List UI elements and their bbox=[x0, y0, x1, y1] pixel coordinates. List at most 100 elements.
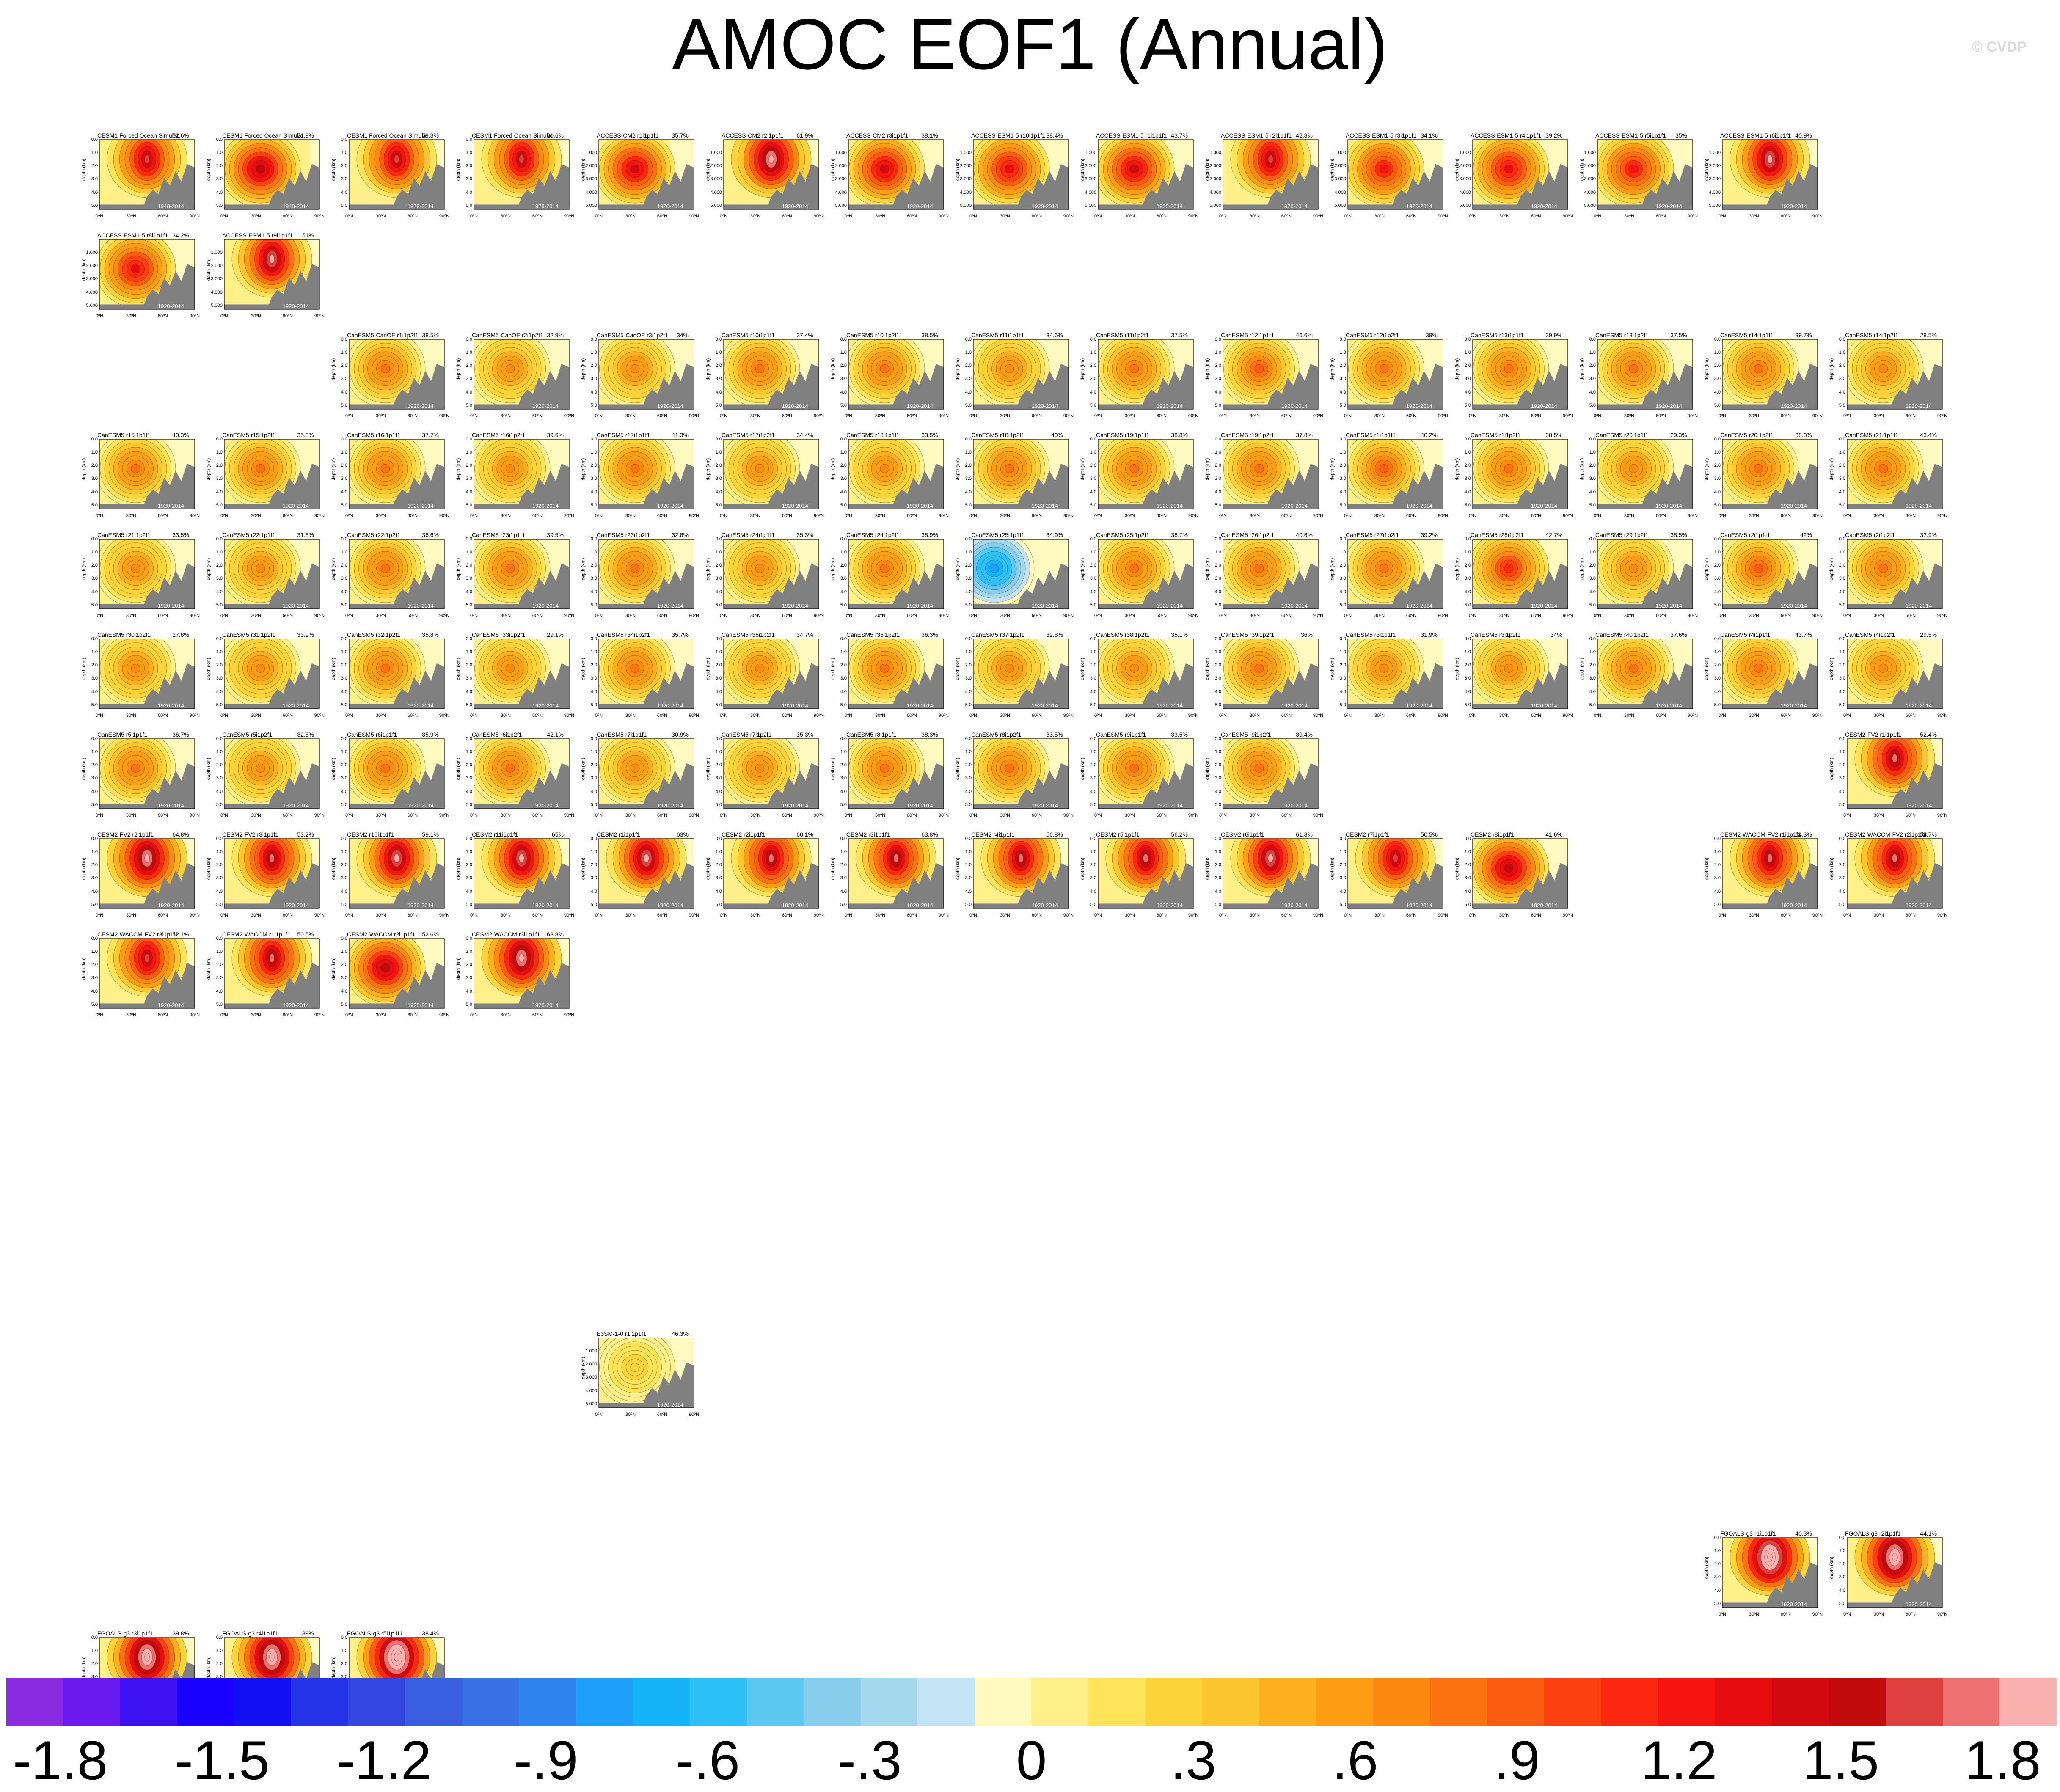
panel-ytick: 1.0 bbox=[584, 650, 597, 655]
panel-plot bbox=[1079, 333, 1204, 435]
panel-period: 1920-2014 bbox=[1781, 204, 1807, 209]
panel-xtick: 90ºN bbox=[561, 1013, 578, 1018]
panel-xtick: 30ºN bbox=[1371, 913, 1388, 918]
panel-ytick: 5.0 bbox=[1209, 403, 1221, 408]
panel-title: ACCESS-ESM1-5 r9i1p1f1 bbox=[222, 232, 303, 239]
panel-ytick: 1.0 bbox=[1708, 550, 1721, 555]
panel-ytick: 2.0 bbox=[959, 862, 972, 867]
panel-ytick: 0.0 bbox=[210, 636, 223, 641]
panel-ytick: 4.0 bbox=[834, 589, 847, 595]
panel-xtick: 90ºN bbox=[436, 713, 453, 718]
panel-ytick: 3.0 bbox=[959, 476, 972, 481]
panel-variance-pct: 40.3% bbox=[1795, 1530, 1812, 1537]
panel-period: 1920-2014 bbox=[907, 803, 933, 809]
panel-ytick: 2.0 bbox=[1084, 762, 1096, 768]
panel-xtick: 30ºN bbox=[1246, 413, 1263, 418]
contour-level bbox=[381, 664, 390, 672]
panel-xtick: 0ºN bbox=[840, 513, 857, 518]
panel-title: CanESM5 r12i1p1f1 bbox=[1221, 332, 1301, 339]
panel-ytick: 3.0 bbox=[584, 476, 597, 481]
panel-plot bbox=[1204, 433, 1329, 534]
panel-xtick: 90ºN bbox=[1185, 413, 1202, 418]
panel-xtick: 0ºN bbox=[1589, 214, 1606, 219]
panel-xtick: 60ºN bbox=[404, 713, 421, 718]
panel-ytick: 2.0 bbox=[1084, 663, 1096, 668]
panel-variance-pct: 39.2% bbox=[1421, 531, 1438, 538]
contour-level bbox=[381, 464, 390, 473]
panel-variance-pct: 42% bbox=[1800, 531, 1812, 538]
panel-plot bbox=[1828, 832, 1953, 934]
panel-xtick: 30ºN bbox=[1496, 413, 1513, 418]
panel-title: CanESM5 r16i1p2f1 bbox=[472, 432, 552, 438]
panel-xtick: 60ºN bbox=[404, 913, 421, 918]
panel-variance-pct: 39.4% bbox=[1296, 731, 1313, 738]
panel-xtick: 30ºN bbox=[872, 413, 889, 418]
panel-ytick: 1.0 bbox=[709, 350, 722, 355]
colorbar-segment bbox=[917, 1678, 975, 1726]
colorbar-tick-label: -1.8 bbox=[0, 1729, 124, 1792]
panel-title: ACCESS-ESM1-5 r10i1p1f1 bbox=[971, 132, 1052, 139]
panel-xtick: 60ºN bbox=[779, 513, 796, 518]
panel-xtick: 30ºN bbox=[1496, 913, 1513, 918]
panel-plot bbox=[829, 832, 954, 934]
panel-xtick: 90ºN bbox=[810, 513, 827, 518]
contour-level bbox=[1879, 464, 1888, 473]
panel-period: 1920-2014 bbox=[1281, 803, 1308, 809]
panel-variance-pct: 39.6% bbox=[547, 432, 564, 438]
contour-level bbox=[131, 564, 140, 573]
panel-ytick: 3.0 bbox=[1708, 875, 1721, 881]
panel-xtick: 0ºN bbox=[91, 214, 108, 219]
panel-period: 1920-2014 bbox=[657, 703, 683, 709]
panel-ytick: 4.0 bbox=[460, 789, 472, 794]
panel-ytick: 3.000 bbox=[1708, 176, 1721, 182]
panel-title: FGOALS-g3 r4i1p1f1 bbox=[222, 1630, 303, 1637]
panel-plot bbox=[1329, 533, 1454, 634]
panel-xtick: 0ºN bbox=[590, 214, 607, 219]
panel-ytick: 0.0 bbox=[85, 437, 98, 442]
panel-period: 1920-2014 bbox=[1032, 403, 1058, 409]
panel-variance-pct: 35.8% bbox=[422, 631, 439, 638]
panel-xtick: 60ºN bbox=[1153, 913, 1170, 918]
panel-ytick: 4.0 bbox=[1084, 390, 1096, 395]
panel-ytick: 3.0 bbox=[335, 376, 347, 381]
panel-plot bbox=[1828, 433, 1953, 534]
panel-period: 1920-2014 bbox=[158, 603, 184, 609]
panel-plot bbox=[1329, 433, 1454, 534]
panel-xtick: 30ºN bbox=[1621, 713, 1638, 718]
panel-xtick: 60ºN bbox=[1153, 613, 1170, 618]
contour-level bbox=[1393, 854, 1398, 862]
panel-ytick: 0.0 bbox=[959, 836, 972, 841]
panel-xtick: 30ºN bbox=[872, 913, 889, 918]
panel-ytick: 1.0 bbox=[959, 849, 972, 854]
panel-ytick: 5.000 bbox=[709, 203, 722, 208]
panel-xtick: 30ºN bbox=[622, 1412, 639, 1417]
panel-variance-pct: 38.9% bbox=[921, 531, 938, 538]
panel-plot bbox=[330, 832, 455, 934]
panel-ytick: 4.0 bbox=[1583, 390, 1596, 395]
panel-xtick: 90ºN bbox=[1559, 613, 1576, 618]
colorbar-segment bbox=[633, 1678, 690, 1726]
panel-period: 1920-2014 bbox=[1906, 1602, 1932, 1608]
panel-ytick: 5.0 bbox=[1583, 702, 1596, 707]
panel-period: 1920-2014 bbox=[657, 603, 683, 609]
contour-level bbox=[1130, 764, 1139, 772]
panel-ytick: 4.0 bbox=[460, 989, 472, 994]
panel-xtick: 30ºN bbox=[1870, 813, 1887, 818]
panel-ytick: 4.0 bbox=[834, 390, 847, 395]
panel-ytick: 5.0 bbox=[959, 403, 972, 408]
panel-ytick: 0.0 bbox=[1833, 437, 1845, 442]
panel-xtick: 60ºN bbox=[529, 413, 546, 418]
panel-ytick: 0.0 bbox=[85, 736, 98, 741]
panel-ytick: 3.0 bbox=[1333, 376, 1346, 381]
panel-plot bbox=[1454, 832, 1578, 934]
panel-xtick: 60ºN bbox=[1028, 513, 1045, 518]
panel-ytick: 5.0 bbox=[1708, 1601, 1721, 1606]
colorbar-segment bbox=[1259, 1678, 1316, 1726]
